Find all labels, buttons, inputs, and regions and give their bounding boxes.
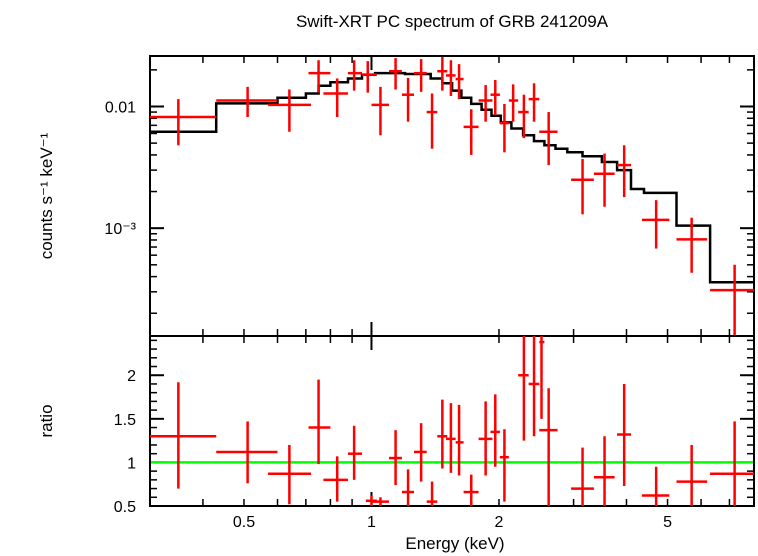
spectrum-panel: 0.01 10⁻³ counts s⁻¹ keV⁻¹ [37, 55, 755, 337]
ratio-y-tick-label: 0.5 [114, 499, 136, 516]
spectrum-data-point [571, 159, 594, 215]
model-step-line [150, 71, 754, 284]
ratio-data-point [676, 444, 708, 506]
ratio-data-point [308, 379, 331, 465]
spectrum-panel-frame [149, 55, 755, 337]
spectrum-data-point [499, 103, 509, 153]
ratio-data-point [413, 423, 427, 482]
spectrum-data-point [710, 264, 754, 336]
ratio-data-point [437, 399, 448, 469]
spectrum-data-point [641, 200, 670, 249]
ratio-data-point [518, 336, 529, 441]
spectrum-data-point [413, 59, 427, 92]
spectrum-data-point [490, 80, 500, 116]
spectrum-data-point [401, 77, 414, 122]
ratio-data-point [463, 474, 479, 506]
spectrum-data-point [518, 94, 529, 139]
ratio-y-tick-label: 1.5 [114, 412, 136, 429]
ratio-panel: 0.5 1 1.5 2 0.5 1 2 5 ratio Energy (keV) [37, 335, 755, 553]
spectrum-data-point [455, 64, 464, 100]
spectrum-data-point [676, 217, 708, 273]
spectrum-y-tick-labels: 0.01 10⁻³ [104, 99, 136, 238]
spectrum-data-point [389, 58, 402, 90]
spectrum-data-point [617, 145, 632, 198]
spectrum-data-point [371, 86, 390, 136]
spectrum-data-point [539, 112, 558, 166]
spectrum-data-point [437, 57, 448, 91]
spectrum-data-point [426, 93, 438, 149]
spectrum-y-axis-label: counts s⁻¹ keV⁻¹ [37, 132, 56, 259]
ratio-data-point [490, 394, 500, 467]
spectrum-data-point [150, 99, 217, 146]
ratio-data-point [323, 456, 348, 502]
ratio-y-tick-label: 1 [127, 455, 136, 472]
ratio-data-point [446, 403, 456, 473]
ratio-data-point [539, 388, 558, 506]
energy-x-tick-label: 2 [495, 514, 504, 531]
spectrum-data-point [216, 86, 278, 117]
ratio-data-points [150, 336, 754, 506]
energy-x-tick-labels: 0.5 1 2 5 [233, 514, 672, 531]
spectrum-data-point [308, 60, 331, 93]
spectrum-y-tick-label: 10⁻³ [104, 221, 136, 238]
ratio-data-point [499, 429, 509, 502]
ratio-data-point [426, 481, 438, 506]
ratio-data-point [528, 336, 540, 437]
model-curve [150, 71, 754, 284]
ratio-data-point [571, 447, 594, 506]
energy-x-tick-label: 5 [663, 514, 672, 531]
spectrum-data-point [593, 153, 615, 207]
ratio-data-point [478, 401, 493, 476]
spectrum-data-point [463, 109, 479, 155]
spectrum-data-point [446, 60, 456, 96]
ratio-data-point [150, 382, 217, 489]
energy-x-tick-label: 0.5 [233, 514, 255, 531]
ratio-data-point [593, 436, 615, 506]
spectrum-data-points [150, 57, 754, 336]
ratio-data-point [539, 336, 545, 419]
ratio-data-point [371, 497, 390, 506]
energy-x-tick-label: 1 [367, 514, 376, 531]
chart-title: Swift-XRT PC spectrum of GRB 241209A [296, 12, 609, 31]
ratio-data-point [268, 444, 312, 505]
ratio-data-point [347, 425, 363, 480]
spectrum-data-point [268, 89, 312, 132]
ratio-data-point [617, 383, 632, 486]
spectrum-data-point [508, 84, 519, 122]
spectrum-panel-ticks [149, 56, 755, 336]
ratio-panel-frame [149, 335, 755, 507]
ratio-data-point [389, 430, 402, 486]
ratio-data-point [641, 466, 670, 506]
spectrum-data-point [478, 85, 493, 122]
spectrum-data-point [323, 78, 348, 117]
ratio-data-point [455, 404, 464, 476]
ratio-y-axis-label: ratio [37, 404, 56, 437]
ratio-data-point [216, 421, 278, 484]
spectrum-data-point [347, 60, 363, 91]
spectrum-data-point [362, 61, 377, 93]
ratio-y-tick-labels: 0.5 1 1.5 2 [114, 368, 136, 516]
spectrum-data-point [528, 83, 540, 122]
ratio-y-tick-label: 2 [127, 368, 136, 385]
spectrum-y-tick-label: 0.01 [105, 99, 136, 116]
ratio-data-point [710, 421, 754, 506]
x-axis-label: Energy (keV) [405, 534, 504, 553]
ratio-data-point [401, 469, 414, 506]
